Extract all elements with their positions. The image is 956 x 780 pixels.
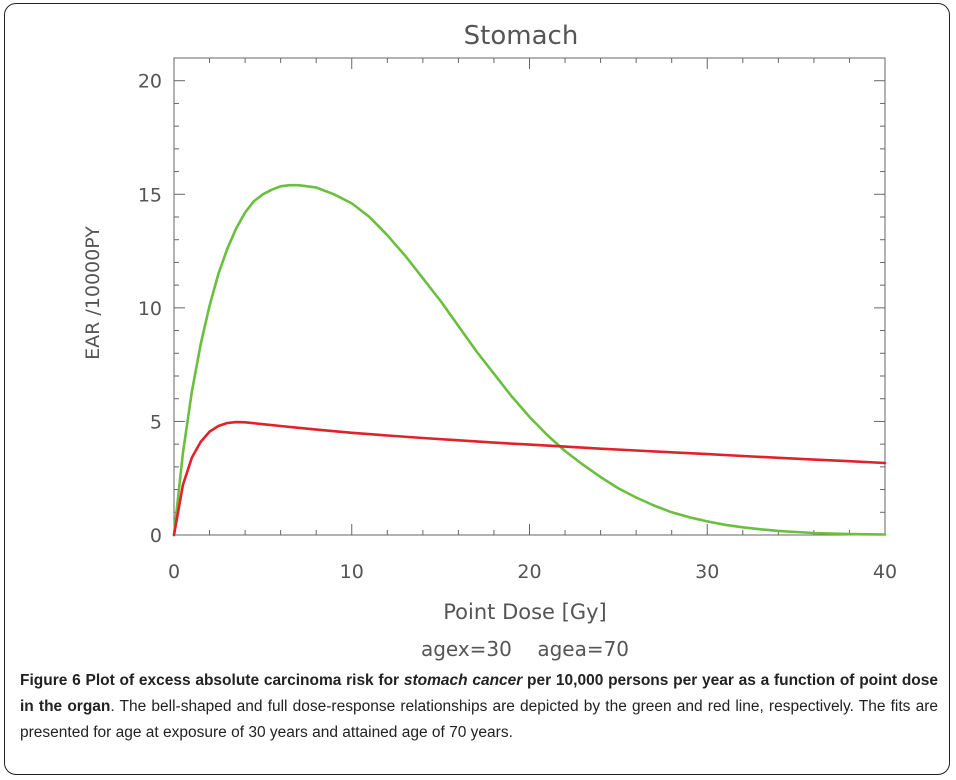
series-line-green — [172, 183, 887, 537]
series-line-red — [172, 420, 887, 537]
chart-annotation: agex=30 agea=70 — [421, 637, 629, 661]
y-tick-label: 20 — [138, 71, 162, 93]
y-tick-label: 10 — [138, 298, 162, 320]
caption-title-part2: per 10,000 persons per year as a functio… — [20, 672, 938, 715]
y-tick-label: 15 — [138, 184, 162, 206]
y-axis-label: EAR /10000PY — [82, 226, 104, 360]
y-tick-label: 5 — [150, 411, 162, 433]
chart: 0 10 20 30 40 0 5 10 15 20 Stomach Point Dose [G… — [82, 21, 897, 661]
y-ticks: 0 5 10 15 20 — [138, 57, 885, 547]
x-tick-label: 10 — [340, 561, 364, 583]
caption-title-part1: Plot of excess absolute carcinoma risk f… — [85, 672, 404, 689]
x-tick-label: 30 — [695, 561, 719, 583]
x-tick-label: 20 — [517, 561, 541, 583]
series-lines — [172, 183, 887, 537]
x-axis-label: Point Dose [Gy] — [443, 600, 606, 624]
figure-caption: Figure 6 Plot of excess absolute carcino… — [20, 668, 938, 746]
figure-frame — [4, 3, 950, 775]
plot-frame — [173, 57, 886, 536]
caption-figure-label: Figure 6 — [20, 672, 81, 689]
caption-title-italic: stomach cancer — [403, 672, 523, 689]
chart-title: Stomach — [464, 21, 579, 51]
x-tick-label: 0 — [168, 561, 180, 583]
axes — [173, 57, 886, 536]
x-ticks: 0 10 20 30 40 — [168, 58, 897, 583]
caption-body: . The bell-shaped and full dose-response… — [20, 698, 938, 741]
x-tick-label: 40 — [873, 561, 897, 583]
y-tick-label: 0 — [150, 525, 162, 547]
